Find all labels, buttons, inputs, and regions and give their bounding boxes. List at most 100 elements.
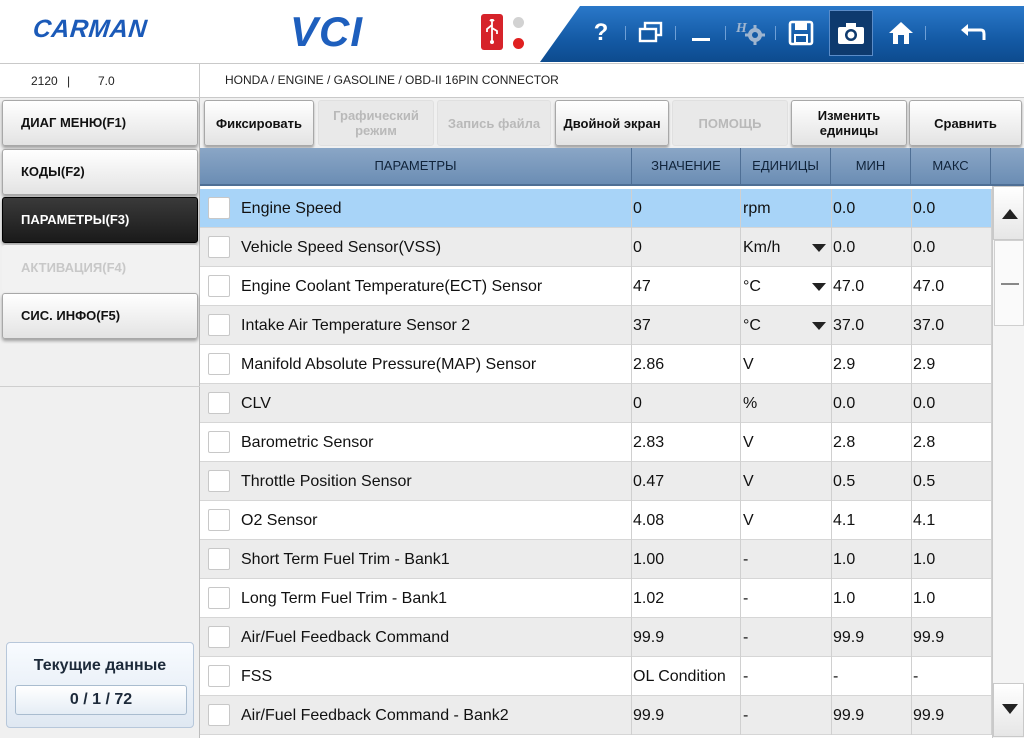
column-header-value[interactable]: ЗНАЧЕНИЕ (632, 148, 741, 184)
row-checkbox[interactable] (208, 548, 230, 570)
row-checkbox[interactable] (208, 392, 230, 414)
row-checkbox[interactable] (208, 275, 230, 297)
row-checkbox[interactable] (208, 665, 230, 687)
table-row[interactable]: Engine Speed 0 rpm 0.0 0.0 (200, 189, 992, 228)
row-checkbox[interactable] (208, 314, 230, 336)
unit-dropdown-icon[interactable] (812, 244, 826, 252)
parameter-max: - (913, 668, 919, 685)
parameter-value: 0 (633, 239, 642, 256)
camera-button[interactable] (829, 10, 873, 56)
toolbar (540, 6, 1024, 62)
parameter-min: 0.0 (833, 395, 856, 412)
parameter-max: 1.0 (913, 551, 936, 568)
unit-dropdown-icon[interactable] (812, 283, 826, 291)
column-divider (991, 267, 992, 306)
table-row[interactable]: Air/Fuel Feedback Command 99.9 - 99.9 99.9 (200, 618, 992, 657)
parameter-min: 2.9 (833, 356, 856, 373)
column-divider (831, 462, 832, 501)
parameter-value: 0.47 (633, 473, 665, 490)
column-divider (831, 384, 832, 423)
save-button[interactable] (779, 10, 823, 56)
sidebar: ДИАГ МЕНЮ(F1) КОДЫ(F2) ПАРАМЕТРЫ(F3) АКТ… (0, 98, 200, 738)
column-divider (831, 696, 832, 735)
minimize-button[interactable] (679, 10, 723, 56)
table-row[interactable]: Intake Air Temperature Sensor 2 37 °C 37.0 3… (200, 306, 992, 345)
parameter-min: 2.8 (833, 434, 856, 451)
column-header-min[interactable]: МИН (831, 148, 911, 184)
help-button[interactable]: ? (579, 10, 623, 56)
table-row[interactable]: FSS OL Condition - - - (200, 657, 992, 696)
column-divider (911, 384, 912, 423)
parameter-unit: - (743, 590, 749, 607)
parameter-min: 4.1 (833, 512, 856, 529)
unit-dropdown-icon[interactable] (812, 322, 826, 330)
home-button[interactable] (879, 10, 923, 56)
table-row[interactable]: O2 Sensor 4.08 V 4.1 4.1 (200, 501, 992, 540)
row-checkbox[interactable] (208, 353, 230, 375)
column-divider (740, 267, 741, 306)
freeze-button[interactable]: Фиксировать (204, 100, 314, 146)
window-button[interactable] (629, 10, 673, 56)
back-icon (961, 24, 986, 40)
sidebar-item-sys-info[interactable]: СИС. ИНФО(F5) (2, 293, 198, 339)
column-divider (740, 306, 741, 345)
column-divider (911, 228, 912, 267)
back-button[interactable] (951, 10, 995, 56)
parameter-value: 2.83 (633, 434, 665, 451)
vertical-scrollbar[interactable] (992, 186, 1024, 738)
column-header-params[interactable]: ПАРАМЕТРЫ (200, 148, 632, 184)
table-row[interactable]: Manifold Absolute Pressure(MAP) Sensor 2.… (200, 345, 992, 384)
column-divider (740, 423, 741, 462)
parameter-name: FSS (241, 668, 273, 685)
row-checkbox[interactable] (208, 431, 230, 453)
parameter-min: 47.0 (833, 278, 865, 295)
compare-button[interactable]: Сравнить (909, 100, 1022, 146)
parameter-min: 1.0 (833, 551, 856, 568)
settings-button[interactable]: H (729, 10, 773, 56)
svg-text:H: H (735, 21, 748, 36)
scroll-down-button[interactable] (993, 683, 1024, 737)
column-divider (911, 540, 912, 579)
change-units-button[interactable]: Изменить единицы (791, 100, 907, 146)
column-divider (740, 501, 741, 540)
column-divider (911, 306, 912, 345)
parameter-min: - (833, 668, 839, 685)
row-checkbox[interactable] (208, 704, 230, 726)
row-checkbox[interactable] (208, 236, 230, 258)
parameter-max: 4.1 (913, 512, 936, 529)
sidebar-item-parameters[interactable]: ПАРАМЕТРЫ(F3) (2, 197, 198, 243)
vci-logo: VCI (290, 8, 364, 55)
sidebar-item-codes[interactable]: КОДЫ(F2) (2, 149, 198, 195)
table-row[interactable]: Air/Fuel Feedback Command - Bank2 99.9 - 99… (200, 696, 992, 735)
parameter-name: Barometric Sensor (241, 434, 374, 451)
parameter-name: Engine Coolant Temperature(ECT) Sensor (241, 278, 543, 295)
column-divider (911, 423, 912, 462)
table-row[interactable]: Barometric Sensor 2.83 V 2.8 2.8 (200, 423, 992, 462)
column-divider (740, 189, 741, 228)
scroll-up-button[interactable] (993, 186, 1024, 240)
parameter-max: 0.0 (913, 200, 936, 217)
table-row[interactable]: Vehicle Speed Sensor(VSS) 0 Km/h 0.0 0.0 (200, 228, 992, 267)
table-row[interactable]: Engine Coolant Temperature(ECT) Sensor 47… (200, 267, 992, 306)
help-icon: ? (593, 19, 609, 46)
table-row[interactable]: Throttle Position Sensor 0.47 V 0.5 0.5 (200, 462, 992, 501)
table-row[interactable]: CLV 0% 0.0 0.0 (200, 384, 992, 423)
dual-screen-button[interactable]: Двойной экран (555, 100, 669, 146)
row-checkbox[interactable] (208, 626, 230, 648)
row-checkbox[interactable] (208, 470, 230, 492)
row-checkbox[interactable] (208, 587, 230, 609)
column-divider (631, 345, 632, 384)
column-header-max[interactable]: МАКС (911, 148, 991, 184)
row-checkbox[interactable] (208, 197, 230, 219)
parameter-min: 99.9 (833, 707, 865, 724)
column-header-units[interactable]: ЕДИНИЦЫ (741, 148, 831, 184)
table-row[interactable]: Short Term Fuel Trim - Bank1 1.00 - 1.0 1.0 (200, 540, 992, 579)
minimize-icon (692, 38, 710, 41)
sidebar-item-diag-menu[interactable]: ДИАГ МЕНЮ(F1) (2, 100, 198, 146)
column-divider (911, 657, 912, 696)
column-divider (740, 345, 741, 384)
table-row[interactable]: Long Term Fuel Trim - Bank1 1.02 - 1.0 1.0 (200, 579, 992, 618)
scroll-thumb[interactable] (994, 240, 1024, 326)
row-checkbox[interactable] (208, 509, 230, 531)
camera-icon (838, 23, 864, 44)
